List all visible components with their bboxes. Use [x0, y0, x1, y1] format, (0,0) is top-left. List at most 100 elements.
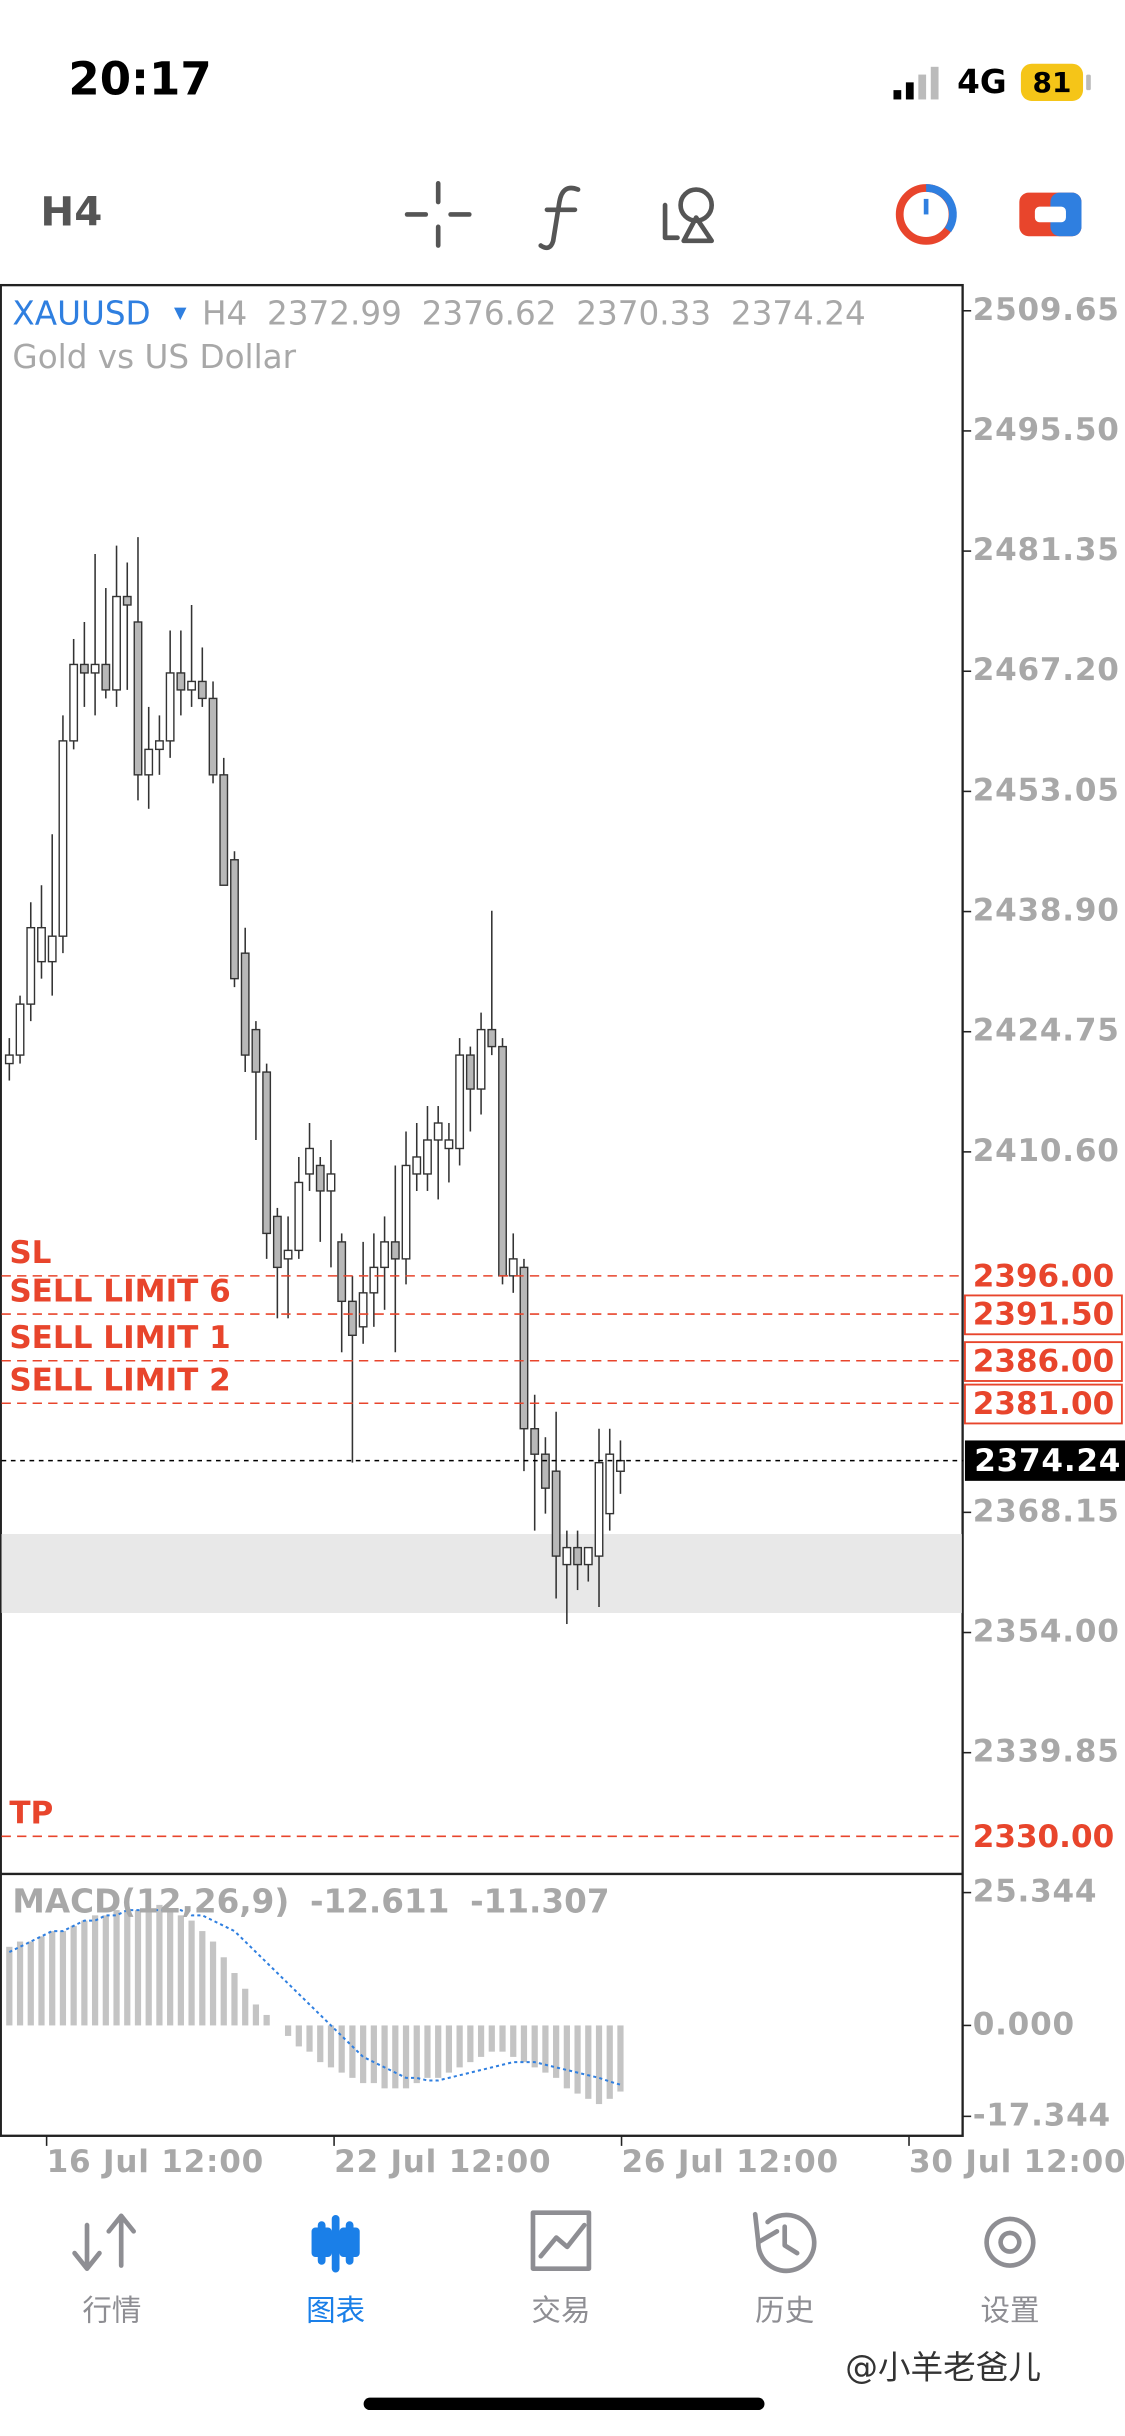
candle-body: [551, 1470, 561, 1557]
symbol-dropdown[interactable]: [174, 307, 187, 321]
macd-bar: [510, 2025, 517, 2057]
tab-icon[interactable]: [984, 2216, 1036, 2268]
y-tick-label: 2339.85: [973, 1734, 1120, 1770]
candle-body: [540, 1453, 550, 1489]
macd-bar: [381, 2025, 388, 2089]
macd-title: MACD(12,26,9): [12, 1882, 289, 1920]
crosshair-button[interactable]: [404, 181, 472, 248]
header-close: 2374.24: [731, 294, 866, 332]
candle-body: [208, 697, 218, 776]
macd-bar: [435, 2025, 442, 2078]
candle-body: [294, 1181, 304, 1252]
macd-bar: [327, 2025, 335, 2068]
candle-body: [26, 926, 36, 1005]
header-open: 2372.99: [267, 294, 402, 332]
candle-body: [508, 1258, 518, 1277]
macd-bar: [317, 2025, 324, 2063]
trade-button[interactable]: [1019, 192, 1082, 237]
tab-icon[interactable]: [72, 2213, 136, 2271]
order-level-name[interactable]: SL: [9, 1235, 51, 1271]
candle-body: [112, 595, 121, 691]
order-level-label: 2396.00: [973, 1258, 1114, 1294]
macd-bar: [306, 2025, 313, 2052]
macd-bar: [370, 2025, 377, 2084]
candle-body: [90, 663, 100, 674]
candle-body: [283, 1249, 293, 1260]
tab-label[interactable]: 交易: [531, 2294, 590, 2328]
candle-body: [272, 1215, 282, 1269]
header-low: 2370.33: [576, 294, 711, 332]
chart-frame: [0, 283, 964, 2137]
macd-main-value: -12.611: [310, 1882, 449, 1920]
tab-icon[interactable]: [311, 2215, 360, 2273]
order-level-name[interactable]: TP: [9, 1796, 53, 1832]
macd-bar: [467, 2025, 474, 2063]
macd-bar: [263, 2014, 270, 2026]
y-tick-label: 2453.05: [973, 772, 1120, 808]
macd-bar: [16, 1941, 24, 2026]
tab-label[interactable]: 图表: [306, 2294, 365, 2328]
battery: [1020, 63, 1084, 102]
macd-bar: [284, 2025, 292, 2036]
macd-bar: [553, 2025, 560, 2078]
objects-button[interactable]: [662, 187, 715, 244]
battery-cap: [1086, 74, 1091, 91]
macd-bar: [231, 1973, 238, 2026]
y-tick-label: 2410.60: [973, 1133, 1120, 1169]
ohlc-header: H4 2372.99 2376.62 2370.33 2374.24: [202, 294, 866, 332]
one-click-button[interactable]: [895, 184, 957, 245]
macd-bar: [595, 2025, 603, 2105]
tab-icon[interactable]: [752, 2211, 817, 2274]
macd-bar: [360, 2025, 367, 2084]
current-price-label: 2374.24: [974, 1443, 1121, 1479]
indicators-button[interactable]: [538, 185, 581, 251]
y-tick-label: 2495.50: [973, 412, 1120, 448]
order-level-name[interactable]: SELL LIMIT 2: [9, 1362, 230, 1398]
order-level-label: 2381.00: [973, 1386, 1114, 1422]
order-level-label: 2391.50: [973, 1297, 1114, 1333]
tab-label[interactable]: 设置: [980, 2294, 1039, 2328]
macd-bar: [295, 2025, 302, 2047]
candle-body: [251, 1028, 261, 1073]
candle-body: [594, 1461, 604, 1557]
macd-bar: [520, 2025, 528, 2063]
candle-body: [305, 1147, 314, 1175]
macd-bar: [499, 2025, 506, 2052]
tab-bar: 行情 图表 交易 历史 设置: [72, 2210, 1040, 2328]
candle-body: [101, 663, 111, 691]
macd-bar: [488, 2025, 495, 2052]
header-high: 2376.62: [422, 294, 557, 332]
candle-body: [15, 1003, 25, 1056]
macd-bar: [38, 1936, 45, 2026]
candle-body: [4, 1054, 14, 1065]
candle-body: [476, 1028, 486, 1090]
candle-body: [562, 1546, 572, 1566]
tab-label[interactable]: 历史: [755, 2294, 814, 2328]
candle-body: [176, 672, 186, 691]
battery-level: 81: [1033, 66, 1072, 99]
symbol[interactable]: XAUUSD: [12, 294, 150, 332]
macd-bar: [242, 1988, 249, 2026]
macd-bar: [456, 2025, 463, 2068]
candle-body: [165, 672, 175, 742]
macd-bar: [563, 2025, 570, 2089]
x-tick-label: 26 Jul 12:00: [622, 2144, 839, 2180]
macd-bar: [59, 1931, 67, 2026]
macd-bar: [252, 2004, 260, 2026]
order-level-name[interactable]: SELL LIMIT 6: [9, 1273, 230, 1309]
order-level-name[interactable]: SELL LIMIT 1: [9, 1320, 230, 1356]
timeframe-button[interactable]: H4: [40, 187, 102, 235]
macd-bar: [145, 1910, 152, 2026]
y-tick-label: 2354.00: [973, 1614, 1120, 1650]
macd-bar: [477, 2025, 485, 2057]
candle-body: [326, 1173, 336, 1192]
tab-label[interactable]: 行情: [82, 2294, 141, 2328]
candle-body: [262, 1071, 272, 1235]
macd-bar: [49, 1931, 56, 2026]
tab-icon[interactable]: [530, 2210, 592, 2271]
macd-header: MACD(12,26,9) -12.611 -11.307: [12, 1882, 609, 1920]
y-tick-label: 2509.65: [973, 292, 1120, 328]
macd-bar: [177, 1915, 184, 2026]
candle-body: [573, 1546, 583, 1566]
